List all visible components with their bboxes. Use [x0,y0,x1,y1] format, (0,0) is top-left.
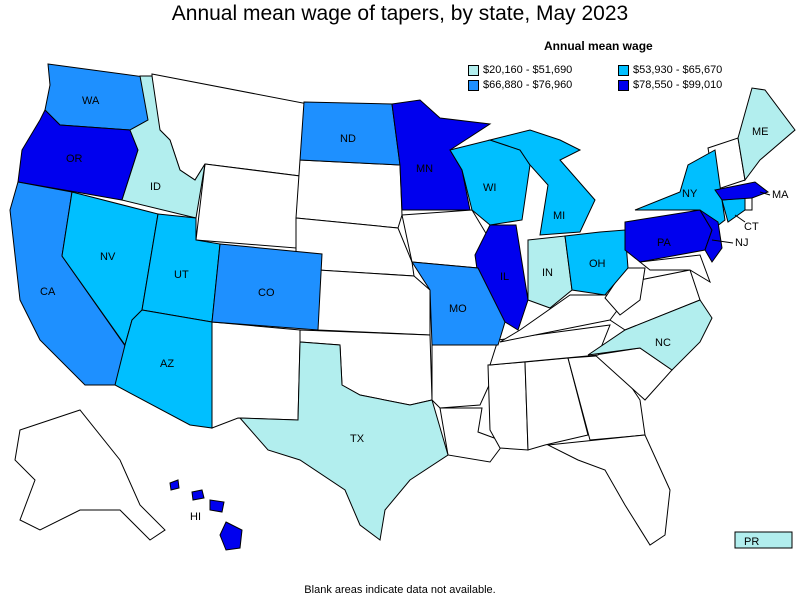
state-il[interactable] [474,224,529,331]
state-hi[interactable] [169,479,243,551]
state-me[interactable] [737,87,796,182]
state-tn[interactable] [489,324,611,366]
state-nc[interactable] [587,299,713,371]
label-nc: NC [655,337,671,349]
state-sd[interactable] [295,159,403,229]
hi-island-kauai [169,479,180,491]
label-ct: CT [744,221,759,233]
label-wi: WI [483,182,496,194]
state-labels: WA OR ID CA NV UT AZ CO ND MN WI MI IL I… [40,95,789,548]
hi-island-oahu [191,489,205,501]
state-id[interactable] [121,75,206,219]
label-leader-lines [711,191,771,244]
hi-island-big [219,521,243,551]
state-ri[interactable] [744,197,753,211]
label-mn: MN [416,163,433,175]
label-me: ME [752,126,769,138]
state-nm[interactable] [211,321,301,429]
territory-pr[interactable] [734,531,793,549]
leader-ct [734,214,746,223]
legend-label-tier-1: $20,160 - $51,690 [483,64,573,76]
hi-island-maui [209,499,225,513]
map-title: Annual mean wage of tapers, by state, Ma… [171,2,629,25]
state-mi[interactable] [488,129,596,236]
label-or: OR [66,153,83,165]
state-ma[interactable] [714,181,770,201]
label-ca: CA [40,286,56,298]
label-ny: NY [682,188,698,200]
label-oh: OH [589,258,606,270]
legend-item-tier-2: $53,930 - $65,670 [618,64,722,76]
label-pr: PR [744,536,759,548]
label-ma: MA [772,189,789,201]
leader-ma [759,191,771,196]
state-md-de[interactable] [638,254,711,284]
legend-label-tier-4: $78,550 - $99,010 [633,79,723,91]
state-in[interactable] [527,235,573,309]
label-tx: TX [350,433,365,445]
legend-swatch-tier-3 [468,79,479,91]
state-wy[interactable] [195,163,301,249]
label-in: IN [542,267,553,279]
label-mi: MI [553,210,565,222]
label-wa: WA [82,95,100,107]
state-ks[interactable] [317,269,431,336]
label-nj: NJ [735,237,748,249]
legend-label-tier-3: $66,880 - $76,960 [483,79,573,91]
legend-item-tier-3: $66,880 - $76,960 [468,79,572,91]
label-il: IL [500,271,509,283]
state-ct[interactable] [721,197,746,223]
state-co[interactable] [211,243,323,331]
legend-item-tier-1: $20,160 - $51,690 [468,64,572,76]
state-nj[interactable] [699,209,723,263]
legend-swatch-tier-1 [468,64,479,76]
label-ut: UT [174,269,189,281]
state-ak[interactable] [14,409,166,541]
leader-nj [711,239,734,244]
legend-swatch-tier-2 [618,64,629,76]
no-data-states [14,73,753,546]
label-nd: ND [340,133,356,145]
label-co: CO [258,287,275,299]
label-az: AZ [160,358,174,370]
state-az[interactable] [114,309,213,429]
footnote: Blank areas indicate data not available. [304,584,496,596]
label-id: ID [150,181,161,193]
label-pa: PA [657,237,672,249]
state-mo[interactable] [411,261,506,346]
label-mo: MO [449,303,467,315]
state-tx[interactable] [238,341,449,541]
state-pa[interactable] [624,209,713,263]
legend-item-tier-4: $78,550 - $99,010 [618,79,722,91]
legend-label-tier-2: $53,930 - $65,670 [633,64,723,76]
legend-title: Annual mean wage [544,39,653,53]
label-hi: HI [190,511,201,523]
label-nv: NV [100,251,116,263]
state-ms[interactable] [487,361,529,451]
legend-swatch-tier-4 [618,79,629,91]
state-oh[interactable] [564,229,629,296]
state-fl[interactable] [546,434,671,546]
